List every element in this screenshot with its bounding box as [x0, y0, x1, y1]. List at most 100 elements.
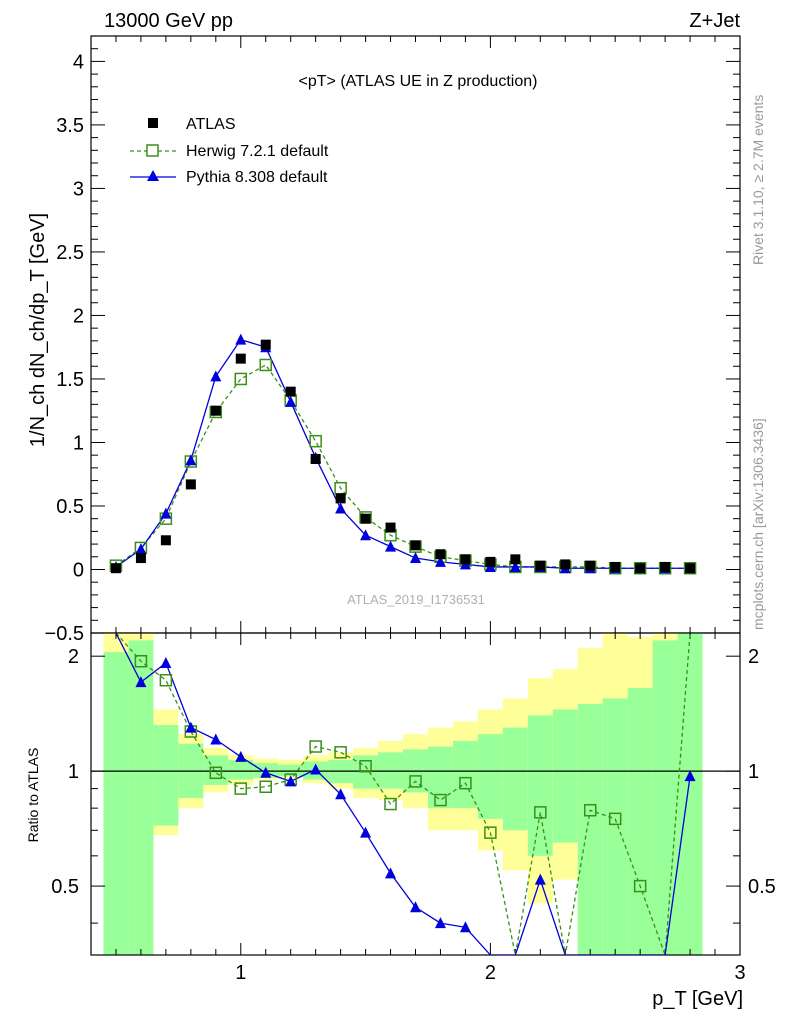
atlas-point	[560, 559, 571, 570]
ratio-y-tick-label-right: 2	[748, 646, 759, 668]
pythia-ratio-point	[260, 766, 272, 778]
ratio-band-inner	[378, 752, 404, 789]
ratio-band-inner	[527, 715, 553, 856]
herwig-ratio-point	[583, 803, 597, 817]
atlas-point	[610, 561, 621, 572]
main-y-tick-label: −0.5	[45, 623, 84, 645]
main-y-axis-label: 1/N_ch dN_ch/dp_T [GeV]	[27, 213, 49, 447]
pythia-ratio-point	[160, 656, 172, 668]
main-y-tick-label: 2	[73, 305, 84, 327]
herwig-ratio-point	[608, 812, 622, 826]
ratio-band-inner	[128, 640, 154, 955]
atlas-point	[660, 561, 671, 572]
main-y-tick-label: 4	[73, 51, 84, 73]
main-y-tick-label: 3	[73, 178, 84, 200]
ratio-band-inner	[502, 727, 528, 831]
legend-atlas-marker	[148, 118, 158, 128]
legend: ATLAS Herwig 7.2.1 default Pythia 8.308 …	[130, 116, 329, 186]
pythia-ratio-point	[210, 733, 222, 745]
ratio-y-tick-label-right: 0.5	[748, 876, 776, 898]
legend-herwig-label: Herwig 7.2.1 default	[186, 143, 329, 160]
x-axis-label: p_T [GeV]	[652, 988, 743, 1010]
ratio-band-inner	[103, 652, 129, 955]
ratio-band-inner	[452, 740, 478, 809]
pythia-ratio-point	[684, 770, 696, 782]
atlas-point	[385, 522, 396, 533]
pythia-line	[115, 338, 691, 569]
herwig-ratio-point	[409, 775, 422, 788]
main-y-tick-label: 3.5	[56, 115, 84, 137]
ratio-y-tick-label: 2	[68, 646, 79, 668]
pythia-ratio-point	[335, 788, 347, 800]
rivet-label: Rivet 3.1.10, ≥ 2.7M events	[750, 95, 766, 265]
legend-pythia-marker	[147, 170, 159, 181]
ratio-band-inner	[627, 688, 653, 955]
main-y-tick-label: 0.5	[56, 496, 84, 518]
main-y-tick-label: 0	[73, 559, 84, 581]
ratio-band-inner	[278, 764, 304, 777]
pythia-ratio-point	[185, 721, 197, 733]
atlas-point	[235, 353, 246, 364]
pythia-ratio-point	[235, 750, 247, 762]
pythia-ratio-line	[115, 633, 691, 955]
ratio-band-inner	[652, 640, 678, 955]
pythia-point	[385, 540, 397, 552]
x-tick-label: 2	[485, 962, 496, 984]
ratio-band-inner	[203, 755, 229, 785]
atlas-point	[435, 549, 446, 560]
analysis-label: ATLAS_2019_I1736531	[347, 592, 485, 607]
herwig-ratio-point	[134, 654, 148, 668]
ratio-band-inner	[153, 725, 179, 826]
herwig-ratio-point	[309, 740, 322, 753]
atlas-point	[485, 556, 496, 567]
plot-title: <pT> (ATLAS UE in Z production)	[299, 73, 538, 90]
pythia-ratio-point	[534, 873, 546, 885]
ratio-band-inner	[577, 703, 603, 955]
herwig-ratio-point	[359, 759, 372, 773]
ratio-series	[115, 633, 696, 955]
pythia-ratio-point	[385, 867, 397, 879]
main-y-tick-label: 2.5	[56, 242, 84, 264]
herwig-ratio-point	[159, 673, 173, 687]
ratio-y-tick-label-right: 1	[748, 761, 759, 783]
legend-pythia-label: Pythia 8.308 default	[186, 169, 328, 186]
herwig-ratio-point	[534, 806, 547, 819]
legend-atlas-label: ATLAS	[186, 116, 236, 133]
herwig-line	[115, 364, 691, 569]
legend-herwig-marker	[146, 144, 159, 157]
atlas-point	[185, 479, 196, 490]
herwig-point	[309, 434, 322, 448]
ratio-band-inner	[602, 698, 628, 955]
herwig-ratio-point	[209, 766, 223, 780]
pythia-point	[434, 555, 446, 567]
ratio-y-tick-label: 0.5	[51, 876, 79, 898]
atlas-point	[635, 563, 646, 574]
pythia-ratio-point	[360, 826, 372, 838]
ratio-y-tick-label: 1	[68, 761, 79, 783]
ratio-band-inner	[677, 633, 703, 955]
atlas-point	[135, 553, 146, 564]
atlas-point	[335, 493, 346, 504]
atlas-point	[585, 560, 596, 571]
main-y-tick-label: 1	[73, 432, 84, 454]
pythia-point	[135, 543, 147, 555]
atlas-point	[510, 554, 521, 565]
pythia-point	[235, 333, 247, 345]
atlas-point	[460, 554, 471, 565]
atlas-point	[360, 513, 371, 524]
pythia-point	[160, 507, 172, 519]
atlas-point	[410, 540, 421, 551]
x-tick-label: 1	[235, 962, 246, 984]
header-process: 13000 GeV pp	[104, 10, 233, 32]
atlas-point	[285, 386, 296, 397]
ratio-band-inner	[552, 709, 578, 843]
main-y-tick-label: 1.5	[56, 369, 84, 391]
main-plot-marks: −0.5 0 0.5 1 1.5 2 2.5 3 3.5 4	[45, 35, 741, 645]
pythia-ratio-point	[135, 676, 147, 688]
herwig-ratio-point	[459, 776, 472, 790]
atlas-point	[210, 405, 221, 416]
ratio-band-inner	[228, 759, 254, 780]
pythia-point	[509, 560, 521, 572]
atlas-point	[535, 560, 546, 571]
